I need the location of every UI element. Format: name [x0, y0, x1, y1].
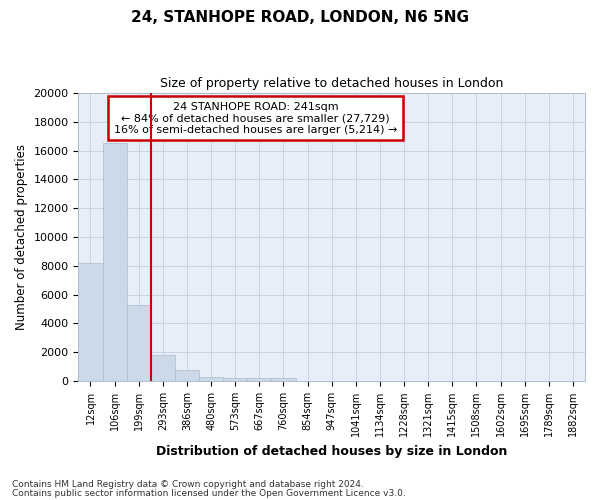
Bar: [103, 144, 127, 381]
Text: 24, STANHOPE ROAD, LONDON, N6 5NG: 24, STANHOPE ROAD, LONDON, N6 5NG: [131, 10, 469, 25]
Text: Contains HM Land Registry data © Crown copyright and database right 2024.: Contains HM Land Registry data © Crown c…: [12, 480, 364, 489]
Text: Contains public sector information licensed under the Open Government Licence v3: Contains public sector information licen…: [12, 489, 406, 498]
Bar: [199, 376, 223, 381]
X-axis label: Distribution of detached houses by size in London: Distribution of detached houses by size …: [156, 444, 508, 458]
Bar: [151, 355, 175, 381]
Y-axis label: Number of detached properties: Number of detached properties: [15, 144, 28, 330]
Bar: [271, 378, 296, 381]
Bar: [175, 370, 199, 381]
Title: Size of property relative to detached houses in London: Size of property relative to detached ho…: [160, 78, 503, 90]
Bar: [247, 378, 271, 381]
Bar: [79, 263, 103, 381]
Text: 24 STANHOPE ROAD: 241sqm
← 84% of detached houses are smaller (27,729)
16% of se: 24 STANHOPE ROAD: 241sqm ← 84% of detach…: [114, 102, 397, 135]
Bar: [223, 378, 247, 381]
Bar: [127, 304, 151, 381]
